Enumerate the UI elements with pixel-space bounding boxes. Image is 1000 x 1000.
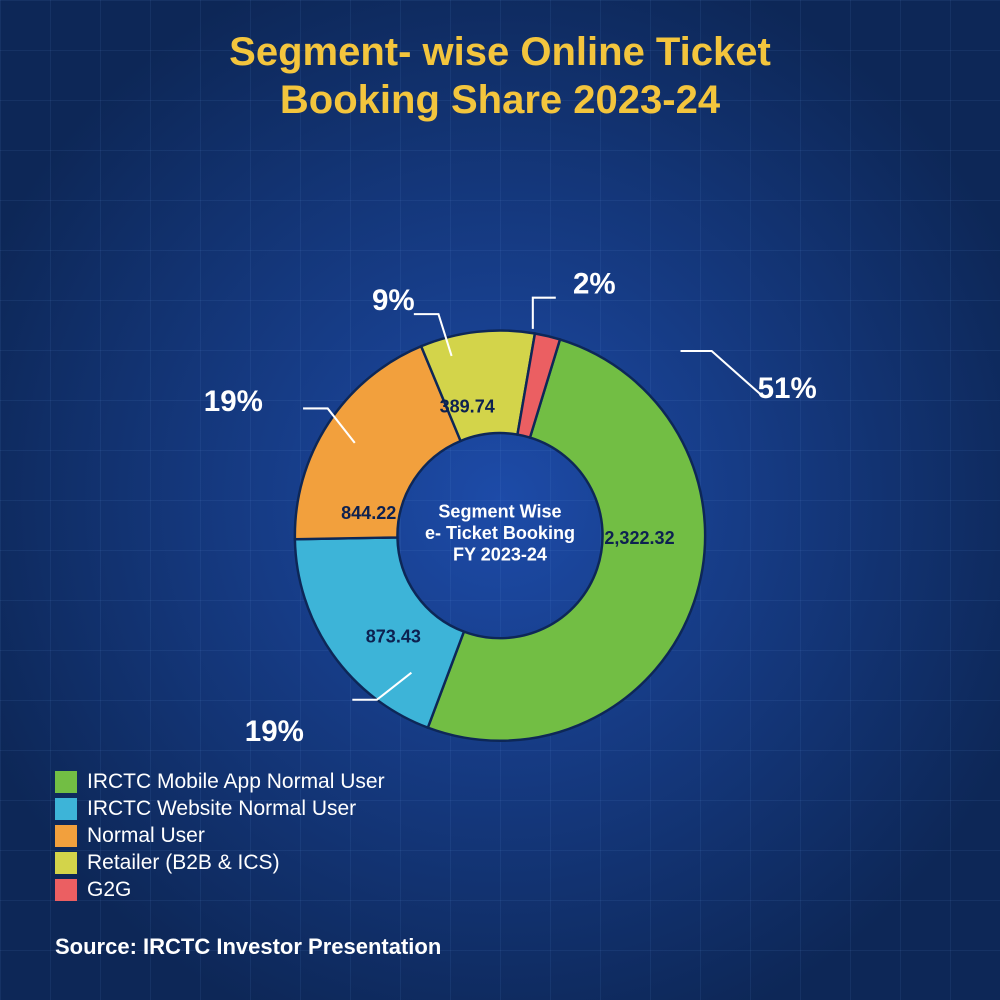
legend-item: G2G [55,878,385,902]
donut-chart: 51% 2,322.32 19% 873.43 19% 844.22 9% 389.74 2% S… [0,150,1000,790]
percent-label: 9% [372,284,415,317]
title-line-2: Booking Share 2023-24 [0,76,1000,124]
value-label: 844.22 [341,503,396,523]
legend-label: IRCTC Website Normal User [87,797,356,821]
percent-label: 19% [245,715,304,748]
value-label: 873.43 [366,626,421,646]
chart-title: Segment- wise Online Ticket Booking Shar… [0,28,1000,124]
title-line-1: Segment- wise Online Ticket [0,28,1000,76]
donut-svg: 51% 2,322.32 19% 873.43 19% 844.22 9% 389.74 2% S… [0,150,1000,790]
leader-line [533,298,556,329]
legend-swatch [55,825,77,847]
legend-item: Retailer (B2B & ICS) [55,851,385,875]
center-label-line: Segment Wise [438,502,561,522]
legend-swatch [55,879,77,901]
legend-item: IRCTC Mobile App Normal User [55,770,385,794]
value-label: 389.74 [440,397,495,417]
legend-item: Normal User [55,824,385,848]
legend-label: IRCTC Mobile App Normal User [87,770,385,794]
leader-line [681,351,763,396]
center-label-line: e- Ticket Booking [425,523,575,543]
legend-item: IRCTC Website Normal User [55,797,385,821]
legend: IRCTC Mobile App Normal User IRCTC Websit… [55,767,385,905]
legend-swatch [55,852,77,874]
value-label: 2,322.32 [604,528,674,548]
legend-label: Retailer (B2B & ICS) [87,851,280,875]
legend-label: Normal User [87,824,205,848]
source-text: Source: IRCTC Investor Presentation [55,934,441,960]
legend-label: G2G [87,878,131,902]
legend-swatch [55,798,77,820]
percent-label: 2% [573,268,616,301]
center-label-line: FY 2023-24 [453,544,547,564]
percent-label: 19% [204,385,263,418]
legend-swatch [55,771,77,793]
percent-label: 51% [758,372,817,405]
